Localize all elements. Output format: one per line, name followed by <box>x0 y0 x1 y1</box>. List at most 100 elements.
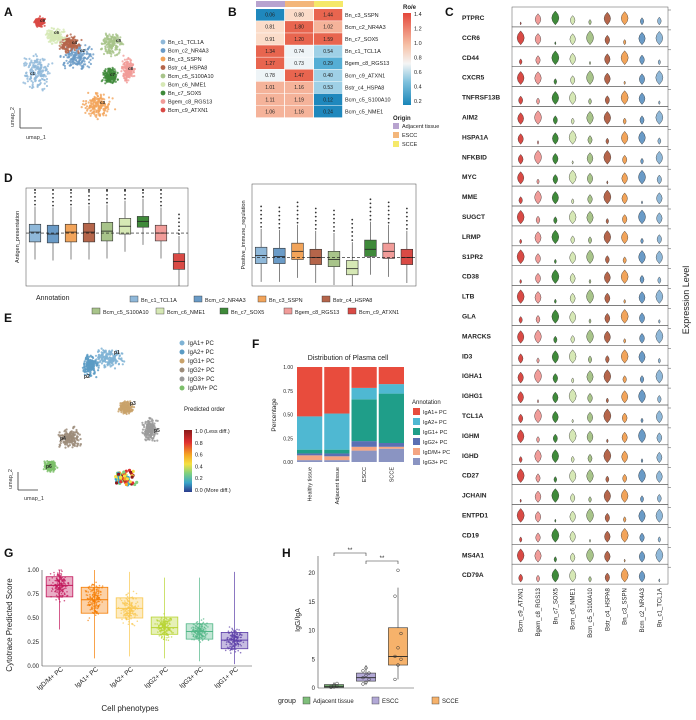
violin <box>535 315 541 324</box>
umap-point <box>47 32 50 36</box>
x-tick-label: SCCE <box>389 467 395 483</box>
heatmap-cell <box>256 33 285 45</box>
outlier <box>405 223 408 226</box>
colorbar-tick: 0.4 <box>414 85 422 91</box>
outlier <box>351 239 354 242</box>
umap-cluster-label: c4 <box>72 40 78 45</box>
umap-point <box>129 58 132 61</box>
panel-e-letter: E <box>4 311 12 325</box>
violin <box>621 488 629 503</box>
umap-point <box>69 33 72 36</box>
colorbar-tick: 0.8 <box>414 56 422 62</box>
outlier <box>70 203 72 206</box>
umap-point <box>67 39 70 42</box>
panel-g-xlabel: Cell phenotypes <box>101 704 158 713</box>
umap-point <box>96 364 99 367</box>
umap-point <box>42 74 45 77</box>
umap-point <box>104 50 107 53</box>
panel-g-ylabel: Cytotrace Predicted Score <box>5 578 14 672</box>
heatmap-cell <box>256 45 285 57</box>
jitter-point <box>228 626 231 628</box>
cluster-label: Bstr_c4_HSPA8 <box>605 587 611 631</box>
umap-point <box>148 429 151 432</box>
umap-point <box>49 39 52 42</box>
umap-point <box>148 417 152 420</box>
axis-label: Positive_immune_regulation <box>241 200 247 269</box>
heatmap-row-label: Bstr_c4_HSPA8 <box>345 85 384 91</box>
umap-point <box>96 98 99 101</box>
cluster-label: Bcm_c6_NME1 <box>571 587 577 629</box>
umap-point <box>52 40 55 43</box>
y-tick-label: 0.75 <box>283 389 293 395</box>
jitter-point <box>136 620 139 622</box>
umap-point <box>73 48 76 52</box>
violin <box>552 410 559 424</box>
umap-point <box>60 36 63 39</box>
legend-label: IgA2+ PC <box>423 420 447 426</box>
umap-point <box>28 85 31 88</box>
umap-point <box>87 366 90 369</box>
umap-point <box>45 84 49 88</box>
outlier <box>278 218 281 221</box>
umap-point <box>75 50 78 53</box>
umap-point <box>81 103 84 106</box>
heatmap-value: 0.54 <box>323 49 333 55</box>
violin <box>569 569 577 583</box>
outlier <box>314 219 317 222</box>
umap-point <box>62 41 66 44</box>
umap-point <box>77 43 80 46</box>
umap-point <box>101 78 104 82</box>
violin <box>570 552 576 563</box>
umap-point <box>68 432 71 435</box>
umap-point <box>52 470 55 473</box>
outlier <box>106 197 108 200</box>
umap-point <box>101 104 104 107</box>
umap-point <box>50 26 53 30</box>
umap-point <box>106 357 109 360</box>
umap-point <box>62 63 65 66</box>
panel-b: B 0.06 0.80 1.44 Bn_c3_SSPN 0.81 1.80 1.02 Bcm_… <box>228 1 439 148</box>
colorbar-tick: 1.2 <box>414 27 422 33</box>
outlier <box>296 209 299 212</box>
violin <box>640 458 644 464</box>
colorbar-label: 0.6 <box>195 453 203 459</box>
outlier <box>142 192 144 194</box>
outlier <box>278 206 281 209</box>
umap-point <box>46 65 49 68</box>
jitter-point <box>207 639 210 642</box>
umap-point <box>98 105 101 108</box>
umap-point <box>100 97 103 100</box>
umap-point <box>44 75 47 78</box>
box <box>327 251 341 267</box>
umap-point <box>34 76 37 79</box>
umap-point <box>116 71 119 74</box>
violin <box>620 567 629 583</box>
stacked-bar-segment <box>324 367 350 414</box>
legend-swatch <box>413 408 420 415</box>
umap-point <box>25 75 28 78</box>
umap-point <box>153 422 156 425</box>
umap-point <box>149 424 152 427</box>
umap-point <box>125 61 128 64</box>
umap-point <box>67 51 70 54</box>
umap-point <box>105 72 108 75</box>
umap-point <box>105 114 108 117</box>
umap-point <box>106 74 109 77</box>
umap-point <box>70 36 73 39</box>
x-tick-label: IgG1+ PC <box>213 666 240 690</box>
gene-label: LTB <box>462 294 475 301</box>
jitter-point <box>121 618 123 621</box>
y-tick-label: 15 <box>308 600 315 606</box>
umap-point <box>111 33 115 37</box>
umap-point <box>130 475 134 479</box>
violin <box>620 528 629 543</box>
violin <box>603 230 611 245</box>
umap-point <box>84 48 87 52</box>
violin <box>586 70 594 85</box>
outlier <box>369 202 372 205</box>
violin <box>604 313 611 324</box>
heatmap-row-label: Bn_c7_SOX5 <box>345 37 378 43</box>
umap-point <box>71 446 74 449</box>
violin <box>535 215 541 225</box>
umap-point <box>88 61 91 64</box>
